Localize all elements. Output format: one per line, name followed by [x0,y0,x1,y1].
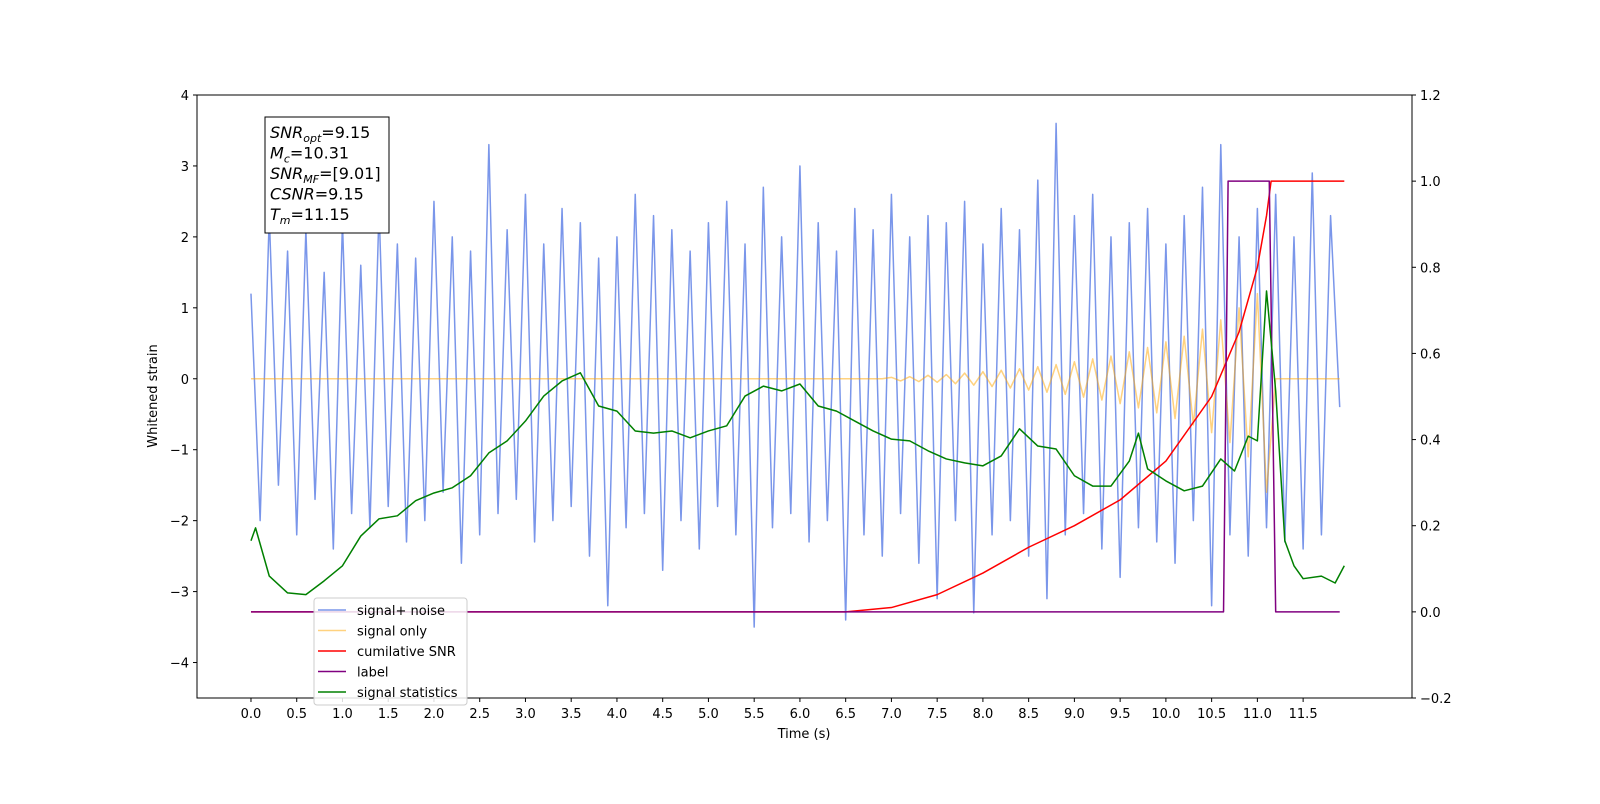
y-tick-label: 2 [181,231,189,246]
x-tick-label: 5.5 [744,707,765,722]
series-line [250,290,1345,596]
annotation-symbol: SNR [270,164,303,183]
x-tick-label: 1.0 [332,707,353,722]
annotation-line: Mc=10.31 [270,144,349,166]
x-tick-label: 7.5 [927,707,948,722]
x-tick-label: 1.5 [378,707,399,722]
annotation-symbol: SNR [270,123,303,142]
y-tick-label: 0 [181,373,189,388]
y-tick-label: 4 [181,89,189,104]
annotation-symbol: CSNR [270,185,315,204]
x-tick-label: 10.0 [1151,707,1180,722]
x-tick-label: 11.0 [1243,707,1272,722]
legend-label: signal only [357,625,427,640]
axes-frame [196,94,1413,699]
x-tick-label: 4.0 [607,707,628,722]
series-line [250,180,1345,613]
x-tick-label: 8.0 [973,707,994,722]
x-tick-label: 2.0 [424,707,445,722]
axes: 0.0 0.5 1.0 1.5 2.0 2.5 3.0 3.5 4.0 4.5 5.0 5.5 6.0 6… [170,89,1452,722]
y-tick-label: 3 [181,160,189,175]
annotation-value: =[9.01] [319,164,381,183]
x-tick-label: 6.0 [790,707,811,722]
x-tick-label: 2.5 [469,707,490,722]
annotation-symbol: M [270,144,284,163]
y2-tick-label: 1.2 [1420,89,1441,104]
annotation-value: =9.15 [321,123,370,142]
annotation-subscript: opt [303,132,322,145]
x-tick-label: 0.0 [241,707,262,722]
y2-tick-label: 0.6 [1420,347,1441,362]
y2-tick-label: −0.2 [1420,692,1452,707]
y2-tick-label: 0.8 [1420,261,1441,276]
annotation-line: CSNR=9.15 [270,185,364,204]
y-tick-label: −1 [170,444,189,459]
annotation-value: =11.15 [291,205,350,224]
y2-tick-label: 0.0 [1420,606,1441,621]
y2-tick-label: 0.4 [1420,434,1441,449]
x-tick-label: 9.0 [1064,707,1085,722]
y2-tick-label: 0.2 [1420,520,1441,535]
annotation-line: Tm=11.15 [270,205,350,227]
annotation-frame [264,116,390,234]
y-tick-label: 1 [181,302,189,317]
annotation-symbol: T [270,205,281,224]
x-tick-label: 10.5 [1197,707,1226,722]
legend: signal+ noise signal only cumilative SNR la… [313,597,468,706]
annotation-subscript: MF [303,173,319,186]
legend-frame [313,597,468,706]
annotation-line: SNRMF=[9.01] [270,164,381,186]
annotation-box: SNRopt=9.15Mc=10.31SNRMF=[9.01]CSNR=9.15… [264,116,390,234]
legend-label: signal+ noise [357,604,445,619]
x-tick-label: 9.5 [1110,707,1131,722]
x-axis-label: Time (s) [777,727,831,742]
y-tick-label: −3 [170,586,189,601]
x-tick-label: 3.0 [515,707,536,722]
x-tick-label: 0.5 [286,707,307,722]
legend-label: label [357,666,388,681]
x-tick-label: 11.5 [1289,707,1318,722]
y-axis-label: Whitened strain [146,344,161,447]
annotation-value: =10.31 [290,144,349,163]
series-line [250,292,1340,494]
legend-label: cumilative SNR [357,645,456,660]
legend-label: signal statistics [357,686,458,701]
x-tick-label: 8.5 [1018,707,1039,722]
series-line [250,180,1340,613]
series-line [250,122,1341,628]
y2-tick-label: 1.0 [1420,175,1441,190]
plot-area [250,122,1345,628]
x-tick-label: 4.5 [652,707,673,722]
x-tick-label: 5.0 [698,707,719,722]
annotation-subscript: c [284,153,290,166]
annotation-line: SNRopt=9.15 [270,123,370,145]
y-tick-label: −4 [170,657,189,672]
x-tick-label: 6.5 [835,707,856,722]
x-tick-label: 7.0 [881,707,902,722]
y-tick-label: −2 [170,515,189,530]
x-tick-label: 3.5 [561,707,582,722]
annotation-subscript: m [280,214,291,227]
annotation-value: =9.15 [315,185,364,204]
